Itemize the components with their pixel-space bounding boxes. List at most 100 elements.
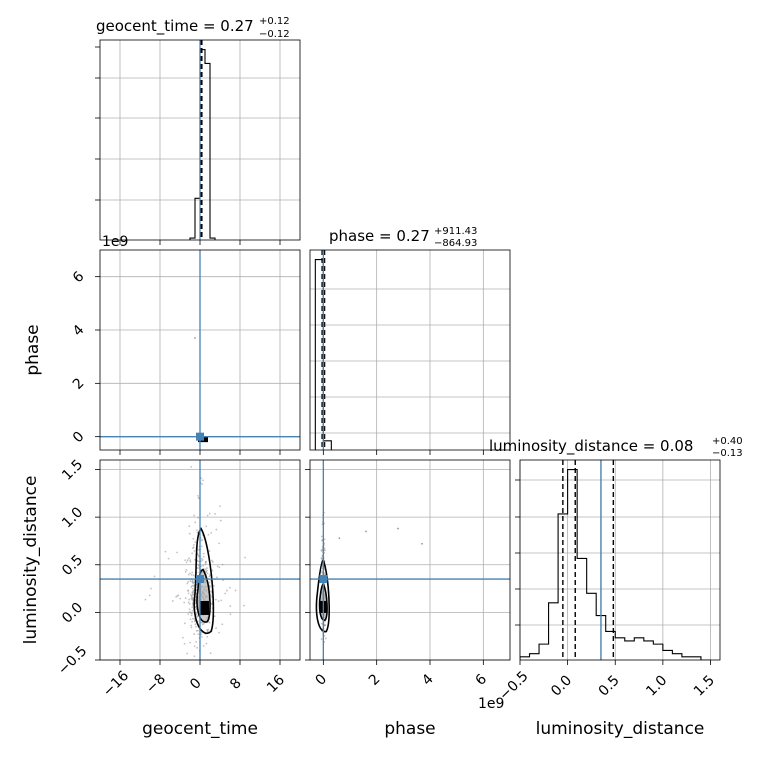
ytick-label-phase: 2 bbox=[70, 375, 88, 393]
ytick-label-lumdist: 1.0 bbox=[59, 504, 86, 531]
sample-point bbox=[215, 528, 218, 531]
sample-point bbox=[191, 580, 194, 583]
sample-point bbox=[320, 557, 323, 560]
hist-lumdist-grid bbox=[519, 460, 720, 660]
hist-lumdist-bin bbox=[634, 638, 644, 660]
sample-point bbox=[421, 542, 423, 545]
sample-point bbox=[206, 635, 209, 638]
sample-point bbox=[188, 532, 191, 535]
sample-point bbox=[208, 550, 211, 553]
sample-point bbox=[196, 563, 199, 566]
xtick-label-geocent: −8 bbox=[143, 671, 169, 697]
sample-point bbox=[194, 337, 196, 339]
sample-point bbox=[195, 529, 198, 532]
ytick-label-lumdist: 0.0 bbox=[59, 600, 86, 627]
sample-point bbox=[186, 652, 189, 655]
sample-point bbox=[188, 598, 191, 601]
sample-point bbox=[192, 537, 195, 540]
xtick-label-lumdist: 1.5 bbox=[691, 672, 718, 699]
sample-point bbox=[184, 559, 187, 562]
sample-point bbox=[187, 590, 189, 592]
sample-point bbox=[183, 642, 186, 645]
sample-point bbox=[208, 512, 211, 515]
sample-point bbox=[187, 601, 190, 604]
sample-point bbox=[196, 614, 199, 617]
sample-point bbox=[187, 580, 190, 583]
sample-point bbox=[188, 525, 191, 528]
sample-point bbox=[201, 636, 203, 638]
title-lumdist-sup: +0.40 bbox=[712, 436, 743, 447]
sample-point bbox=[195, 640, 198, 643]
xtick-label-phase: 0 bbox=[313, 671, 331, 689]
density-core bbox=[200, 600, 209, 615]
xtick-label-phase: 6 bbox=[473, 671, 491, 689]
xtick-label-lumdist: 1.0 bbox=[643, 672, 670, 699]
truth-marker bbox=[196, 575, 204, 584]
sample-point bbox=[192, 582, 194, 585]
sample-point bbox=[164, 550, 167, 553]
sample-point bbox=[214, 598, 217, 601]
sample-point bbox=[189, 618, 192, 621]
sample-point bbox=[321, 570, 323, 573]
sample-point bbox=[202, 645, 205, 647]
sample-point bbox=[190, 614, 193, 617]
sample-point bbox=[191, 552, 194, 555]
sample-point bbox=[214, 513, 216, 515]
sample-point bbox=[192, 543, 195, 546]
xlabel-geocent-time: geocent_time bbox=[142, 719, 258, 739]
ytick-label-phase: 4 bbox=[70, 322, 88, 340]
sample-point bbox=[191, 620, 194, 623]
sample-point bbox=[215, 627, 217, 630]
sample-point bbox=[201, 559, 204, 561]
sample-point bbox=[192, 574, 195, 577]
sample-point bbox=[191, 571, 194, 574]
offset-text-phase-x: 1e9 bbox=[478, 696, 504, 712]
sample-point bbox=[191, 606, 194, 609]
sample-point bbox=[183, 622, 186, 625]
sample-point bbox=[211, 559, 213, 562]
sample-point bbox=[195, 629, 198, 632]
sample-point bbox=[324, 637, 327, 640]
sample-point bbox=[193, 655, 196, 658]
sample-point bbox=[200, 545, 203, 548]
sample-point bbox=[242, 604, 245, 607]
sample-point bbox=[192, 617, 194, 620]
sample-point bbox=[191, 598, 194, 601]
sample-point bbox=[189, 560, 192, 563]
ytick-label-lumdist: 1.5 bbox=[59, 457, 86, 484]
contour-outer bbox=[315, 558, 330, 633]
sample-point bbox=[229, 586, 231, 589]
title-geocent-time-sub: −0.12 bbox=[259, 29, 290, 40]
sample-point bbox=[184, 597, 187, 599]
hist-lumdist-bin bbox=[663, 650, 673, 660]
sample-point bbox=[176, 551, 178, 554]
xtick-label-lumdist: 0.5 bbox=[596, 672, 623, 699]
xtick-label-lumdist: −0.5 bbox=[496, 668, 531, 703]
sample-point bbox=[190, 596, 193, 598]
sample-point bbox=[190, 573, 193, 576]
sample-point bbox=[221, 563, 224, 566]
sample-point bbox=[205, 567, 208, 569]
sample-point bbox=[222, 579, 224, 582]
sample-point bbox=[191, 612, 193, 615]
sample-point bbox=[193, 549, 196, 552]
sample-point bbox=[320, 535, 323, 538]
sample-point bbox=[197, 629, 199, 632]
sample-point bbox=[320, 622, 323, 625]
sample-point bbox=[208, 575, 211, 578]
sample-point bbox=[196, 672, 198, 674]
sample-point bbox=[338, 537, 341, 539]
sample-point bbox=[208, 581, 211, 584]
sample-point bbox=[144, 598, 147, 601]
sample-point bbox=[211, 569, 214, 572]
sample-point bbox=[210, 531, 213, 534]
sample-point bbox=[217, 600, 220, 603]
sample-point bbox=[193, 633, 196, 635]
sample-point bbox=[171, 600, 174, 602]
sample-point bbox=[153, 575, 156, 578]
sample-point bbox=[191, 592, 194, 594]
sample-point bbox=[193, 514, 195, 517]
sample-point bbox=[206, 569, 208, 572]
hist-lumdist-bin bbox=[644, 641, 654, 660]
sample-point bbox=[188, 608, 191, 611]
